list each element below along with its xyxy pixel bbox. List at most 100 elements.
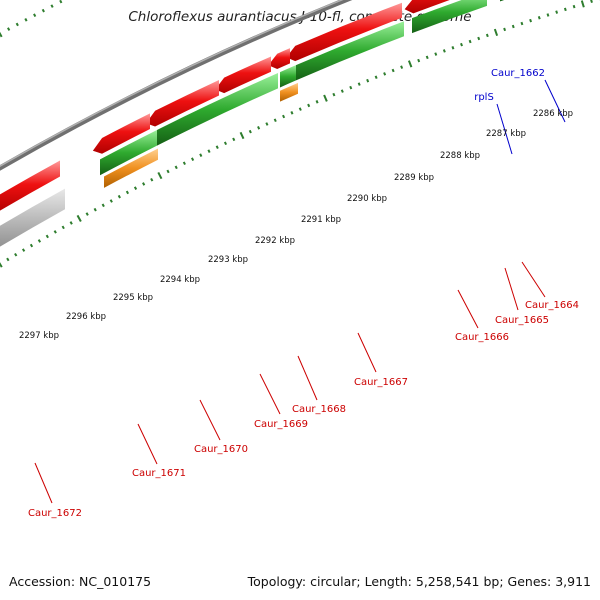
tick-label: 2287 kbp	[486, 129, 526, 139]
inner-tick	[400, 65, 404, 69]
inner-tick	[529, 18, 533, 23]
inner-tick	[282, 114, 286, 119]
inner-tick	[520, 21, 524, 26]
inner-tick	[273, 118, 277, 123]
tick-label: 2292 kbp	[255, 236, 295, 246]
inner-tick-ring	[0, 0, 600, 268]
inner-tick	[434, 52, 438, 56]
inner-tick	[563, 7, 567, 12]
inner-tick	[29, 243, 34, 248]
inner-tick	[191, 157, 195, 161]
tick-label: 2290 kbp	[347, 194, 387, 204]
inner-tick	[555, 10, 559, 14]
inner-tick	[357, 82, 361, 86]
inner-tick	[117, 194, 121, 199]
gene-label[interactable]: Caur_1670	[194, 444, 248, 455]
inner-tick	[93, 207, 97, 212]
inner-tick	[349, 85, 353, 90]
leader-line	[297, 355, 318, 401]
gene-caur-1672-red	[0, 160, 60, 211]
inner-tick	[239, 131, 245, 140]
leader-line	[521, 261, 546, 298]
tick-label: 2289 kbp	[394, 173, 434, 183]
gene-label[interactable]: Caur_1671	[132, 468, 186, 479]
gene-caur-1669-red	[215, 56, 271, 94]
tick-label: 2291 kbp	[301, 215, 341, 225]
gene-caur-1671	[100, 129, 157, 176]
inner-tick	[546, 13, 550, 17]
inner-tick	[125, 190, 130, 195]
backbone-highlight	[0, 0, 344, 168]
inner-tick	[215, 145, 219, 150]
gene-label[interactable]: Caur_1666	[455, 332, 509, 343]
inner-tick	[166, 169, 170, 174]
inner-tick	[332, 92, 336, 97]
inner-tick	[207, 149, 211, 153]
inner-tick	[142, 182, 146, 186]
inner-tick	[298, 107, 302, 111]
inner-tick	[85, 212, 89, 216]
inner-tick	[340, 89, 344, 93]
inner-tick	[537, 16, 541, 20]
leader-line	[457, 289, 479, 329]
gene-label[interactable]: Caur_1662	[491, 68, 545, 79]
label-leader-lines	[34, 79, 566, 504]
tick-label: 2296 kbp	[66, 312, 106, 322]
leader-line	[259, 373, 281, 415]
inner-tick	[572, 4, 576, 9]
outer-tick	[59, 0, 63, 4]
inner-tick	[109, 199, 113, 203]
gene-caur-1666-red	[404, 0, 450, 14]
tick-label: 2288 kbp	[440, 151, 480, 161]
gene-label[interactable]: Caur_1665	[495, 315, 549, 326]
inner-tick	[366, 78, 370, 83]
inner-tick	[407, 60, 413, 68]
inner-tick	[511, 24, 515, 29]
inner-tick	[45, 234, 49, 239]
gene-label[interactable]: rplS	[474, 92, 494, 103]
gene-labels: 2286 kbp 2287 kbp 2288 kbp 2289 kbp 2290 kbp…	[19, 68, 579, 519]
tick-label: 2297 kbp	[19, 331, 59, 341]
inner-tick	[417, 58, 421, 63]
gene-caur-1670-red	[146, 80, 219, 127]
inner-tick	[101, 203, 105, 208]
gene-caur-1667-red	[286, 2, 402, 62]
inner-tick	[174, 165, 178, 170]
gene-label[interactable]: Caur_1672	[28, 508, 82, 519]
leader-line	[357, 332, 377, 373]
leader-line	[496, 103, 513, 155]
gene-label[interactable]: Caur_1664	[525, 300, 579, 311]
outer-tick	[0, 31, 3, 38]
backbone-arc	[0, 0, 353, 171]
leader-line	[199, 399, 221, 441]
gene-caur-1671-red	[92, 113, 150, 154]
inner-tick	[307, 103, 311, 108]
tick-label: 2295 kbp	[113, 293, 153, 303]
genome-summary-text: Topology: circular; Length: 5,258,541 bp…	[247, 574, 591, 589]
gene-label[interactable]: Caur_1667	[354, 377, 408, 388]
inner-tick	[460, 42, 463, 47]
inner-tick	[150, 177, 154, 182]
outer-tick	[41, 8, 45, 13]
gene-label[interactable]: Caur_1668	[292, 404, 346, 415]
inner-tick	[374, 75, 378, 80]
tick-label: 2293 kbp	[208, 255, 248, 265]
leader-line	[544, 79, 566, 123]
inner-tick	[503, 27, 507, 32]
inner-tick	[37, 239, 42, 243]
inner-tick	[133, 186, 138, 190]
gene-caur-1668	[280, 65, 296, 88]
inner-tick	[223, 141, 228, 146]
gene-label[interactable]: Caur_1669	[254, 419, 308, 430]
inner-tick	[485, 33, 489, 38]
inner-tick	[477, 36, 481, 41]
gene-caur-1669	[157, 73, 278, 146]
leader-line	[504, 267, 519, 311]
inner-tick	[76, 214, 82, 223]
inner-tick	[323, 94, 328, 102]
leader-line	[34, 462, 53, 504]
outer-tick	[24, 18, 28, 22]
inner-tick	[53, 230, 57, 234]
inner-tick	[451, 46, 455, 50]
